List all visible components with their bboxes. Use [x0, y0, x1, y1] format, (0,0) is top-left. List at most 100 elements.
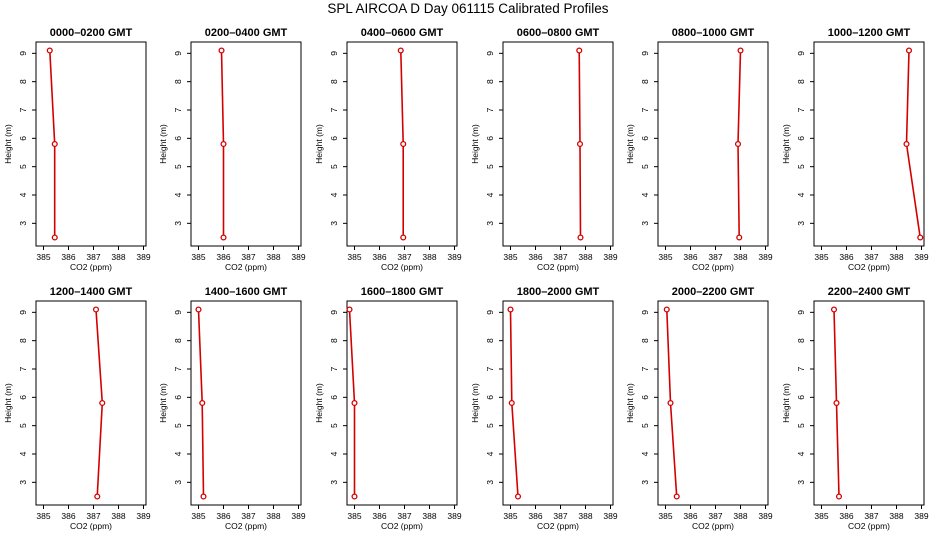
y-tick-label: 9	[640, 51, 650, 56]
y-tick-label: 3	[18, 221, 28, 226]
y-tick-label: 6	[796, 395, 806, 400]
x-tick-label: 389	[447, 511, 461, 521]
data-point	[833, 399, 840, 407]
y-axis-label: Height (m)	[625, 383, 635, 423]
plot-frame	[502, 300, 614, 506]
x-tick-label: 385	[36, 511, 50, 521]
x-tick-label: 388	[266, 511, 280, 521]
y-tick-label: 4	[18, 451, 28, 456]
plot-frame	[502, 41, 614, 247]
x-axis-label: CO2 (ppm)	[70, 521, 112, 531]
x-tick-label: 387	[86, 252, 100, 262]
y-axis-label: Height (m)	[781, 383, 791, 423]
y-tick-label: 9	[18, 310, 28, 315]
y-tick-label: 7	[173, 107, 183, 112]
y-tick-label: 4	[640, 192, 650, 197]
chart-title: 0800–1000 GMT	[672, 27, 755, 39]
plot-frame	[813, 41, 925, 247]
chart-title: 1600–1800 GMT	[361, 286, 444, 298]
y-tick-label: 3	[485, 480, 495, 485]
x-tick-label: 388	[889, 252, 903, 262]
y-tick-label: 7	[640, 366, 650, 371]
chart-title: 0200–0400 GMT	[205, 27, 288, 39]
x-axis-label: CO2 (ppm)	[537, 262, 579, 272]
x-axis-label: CO2 (ppm)	[692, 521, 734, 531]
x-tick-label: 388	[422, 511, 436, 521]
plot-frame	[35, 300, 147, 506]
y-tick-label: 6	[329, 136, 339, 141]
y-tick-label: 7	[329, 107, 339, 112]
x-axis-label: CO2 (ppm)	[381, 262, 423, 272]
y-tick-label: 8	[329, 79, 339, 84]
y-axis-label: Height (m)	[3, 124, 13, 164]
data-point	[663, 306, 670, 313]
x-tick-label: 387	[864, 511, 878, 521]
y-tick-label: 6	[796, 136, 806, 141]
x-tick-label: 385	[658, 511, 672, 521]
plot-frame	[346, 300, 458, 506]
data-point	[397, 47, 404, 54]
x-axis-label: CO2 (ppm)	[225, 262, 267, 272]
x-tick-label: 386	[839, 511, 853, 521]
data-point	[46, 47, 53, 54]
x-tick-label: 389	[447, 252, 461, 262]
y-tick-label: 7	[796, 366, 806, 371]
data-point	[51, 140, 58, 148]
x-tick-label: 389	[291, 252, 305, 262]
y-tick-label: 5	[173, 423, 183, 428]
y-tick-label: 4	[18, 192, 28, 197]
y-tick-label: 9	[796, 310, 806, 315]
y-tick-label: 3	[796, 221, 806, 226]
x-tick-label: 386	[683, 511, 697, 521]
y-tick-label: 5	[640, 423, 650, 428]
y-tick-label: 3	[329, 221, 339, 226]
y-tick-label: 3	[485, 221, 495, 226]
plot-frame	[190, 300, 302, 506]
y-tick-label: 7	[485, 366, 495, 371]
x-tick-label: 387	[397, 511, 411, 521]
y-tick-label: 5	[640, 164, 650, 169]
data-point	[830, 306, 838, 313]
chart-panel-1: 0000–0200 GMT 385 386 387 388 389 CO2 (ppm) 3 4 5…	[3, 27, 151, 272]
y-axis-label: Height (m)	[470, 124, 480, 164]
y-tick-label: 3	[18, 480, 28, 485]
y-tick-label: 6	[640, 395, 650, 400]
x-tick-label: 388	[578, 252, 592, 262]
data-point	[835, 493, 843, 500]
chart-panel-7: 1200–1400 GMT 385 386 387 388 389 CO2 (ppm) 3 4 5…	[3, 286, 151, 531]
y-tick-label: 4	[640, 451, 650, 456]
x-tick-label: 389	[758, 511, 772, 521]
x-tick-label: 387	[397, 252, 411, 262]
data-point	[218, 47, 225, 54]
data-point	[576, 140, 584, 148]
y-axis-label: Height (m)	[158, 124, 168, 164]
x-tick-label: 386	[61, 511, 75, 521]
data-point	[200, 493, 207, 500]
chart-title: 0600–0800 GMT	[517, 27, 600, 39]
x-tick-label: 387	[708, 252, 722, 262]
x-axis-label: CO2 (ppm)	[537, 521, 579, 531]
x-tick-label: 387	[241, 511, 255, 521]
x-tick-label: 385	[191, 511, 205, 521]
data-point	[400, 234, 407, 241]
x-axis-label: CO2 (ppm)	[848, 521, 890, 531]
y-tick-label: 4	[173, 192, 183, 197]
chart-panel-10: 1800–2000 GMT 385 386 387 388 389 CO2 (ppm) 3 4 5…	[470, 286, 618, 531]
data-point	[351, 493, 358, 500]
y-tick-label: 9	[18, 51, 28, 56]
x-tick-label: 387	[708, 511, 722, 521]
y-tick-label: 4	[329, 451, 339, 456]
y-tick-label: 6	[18, 136, 28, 141]
x-tick-label: 385	[347, 511, 361, 521]
x-tick-label: 387	[553, 511, 567, 521]
y-axis-label: Height (m)	[470, 383, 480, 423]
x-tick-label: 388	[733, 252, 747, 262]
x-tick-label: 386	[528, 252, 542, 262]
data-point	[400, 140, 407, 148]
x-tick-label: 387	[864, 252, 878, 262]
x-tick-label: 389	[291, 511, 305, 521]
y-tick-label: 6	[485, 136, 495, 141]
y-tick-label: 9	[173, 51, 183, 56]
data-point	[99, 399, 106, 407]
x-tick-label: 386	[216, 511, 230, 521]
